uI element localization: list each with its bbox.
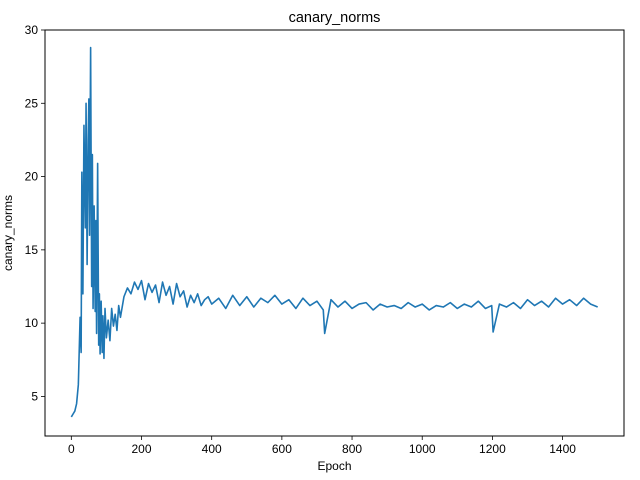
x-tick-label: 1000 bbox=[409, 442, 436, 456]
y-axis-label: canary_norms bbox=[1, 195, 15, 271]
x-tick-label: 600 bbox=[272, 442, 292, 456]
x-axis-label: Epoch bbox=[317, 459, 351, 473]
y-tick-label: 10 bbox=[25, 316, 39, 330]
x-tick-label: 800 bbox=[342, 442, 362, 456]
y-tick-label: 30 bbox=[25, 23, 39, 37]
series-line bbox=[70, 46, 598, 418]
y-tick-label: 5 bbox=[31, 389, 38, 403]
x-tick-label: 200 bbox=[131, 442, 151, 456]
plot-frame bbox=[44, 29, 625, 437]
y-tick-label: 20 bbox=[25, 170, 39, 184]
x-tick-label: 1200 bbox=[479, 442, 506, 456]
x-tick-label: 1400 bbox=[549, 442, 576, 456]
y-tick-label: 25 bbox=[25, 96, 39, 110]
y-tick-label: 15 bbox=[25, 243, 39, 257]
x-tick-label: 0 bbox=[68, 442, 75, 456]
chart-title: canary_norms bbox=[289, 10, 381, 26]
axis-ticks: 0 200 400 600 800 1000 1200 1400 5 10 15 20 25 30 bbox=[25, 23, 577, 456]
plot-area bbox=[45, 30, 624, 436]
x-tick-label: 400 bbox=[202, 442, 222, 456]
